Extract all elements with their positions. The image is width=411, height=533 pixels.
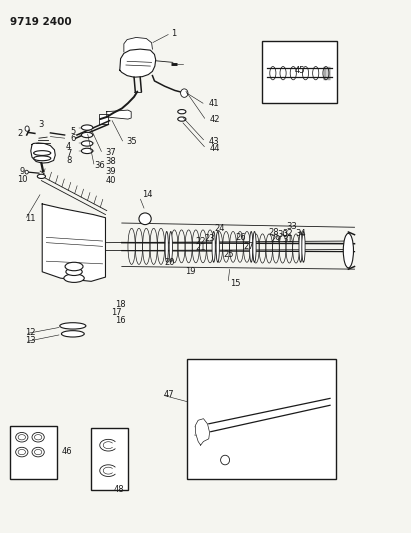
Ellipse shape	[249, 231, 253, 262]
Text: 40: 40	[106, 175, 116, 184]
Polygon shape	[107, 110, 131, 119]
Text: 31: 31	[282, 236, 293, 245]
Text: 30: 30	[277, 230, 288, 239]
Text: 44: 44	[210, 144, 220, 154]
Text: 11: 11	[25, 214, 36, 223]
Ellipse shape	[61, 330, 84, 337]
Polygon shape	[120, 49, 156, 77]
Ellipse shape	[253, 231, 256, 262]
Text: 6: 6	[71, 134, 76, 143]
Ellipse shape	[37, 174, 46, 179]
Text: 28: 28	[269, 228, 279, 237]
Text: 5: 5	[71, 127, 76, 136]
Polygon shape	[124, 37, 152, 52]
Text: 7: 7	[66, 149, 71, 158]
Polygon shape	[195, 419, 210, 445]
Text: 22: 22	[196, 237, 206, 246]
Text: 33: 33	[286, 222, 297, 231]
Ellipse shape	[299, 231, 302, 262]
Text: 20: 20	[165, 258, 175, 266]
Ellipse shape	[216, 231, 219, 262]
Text: 41: 41	[209, 99, 219, 108]
Text: 32: 32	[282, 229, 293, 238]
Text: 4: 4	[66, 142, 71, 151]
Ellipse shape	[178, 110, 186, 114]
Text: 14: 14	[142, 190, 153, 199]
Ellipse shape	[165, 231, 169, 262]
Text: 26: 26	[235, 233, 245, 242]
Ellipse shape	[25, 170, 28, 174]
Ellipse shape	[34, 151, 51, 156]
Ellipse shape	[81, 132, 93, 138]
Text: 21: 21	[196, 244, 206, 253]
Ellipse shape	[302, 231, 305, 262]
Ellipse shape	[60, 322, 86, 329]
Ellipse shape	[64, 274, 84, 282]
Text: 9719 2400: 9719 2400	[10, 17, 72, 27]
Ellipse shape	[66, 268, 82, 276]
Bar	[187, 359, 336, 479]
Text: 27: 27	[243, 242, 254, 251]
Text: 42: 42	[210, 115, 220, 124]
Ellipse shape	[212, 231, 215, 262]
Text: 1: 1	[171, 29, 176, 38]
Ellipse shape	[180, 89, 188, 98]
Ellipse shape	[178, 117, 186, 121]
Text: 24: 24	[215, 224, 225, 233]
Text: 12: 12	[25, 328, 36, 337]
Text: 43: 43	[209, 137, 219, 146]
Text: 38: 38	[106, 157, 116, 166]
Text: 37: 37	[106, 148, 116, 157]
Ellipse shape	[25, 126, 29, 131]
Text: 18: 18	[115, 300, 125, 309]
Text: 25: 25	[224, 251, 234, 260]
Ellipse shape	[139, 213, 151, 224]
Ellipse shape	[81, 148, 93, 154]
Text: 19: 19	[185, 268, 196, 276]
Text: 34: 34	[296, 229, 306, 238]
Text: 8: 8	[66, 156, 71, 165]
Text: 35: 35	[126, 138, 136, 147]
Text: 17: 17	[111, 308, 121, 317]
Text: 2: 2	[18, 130, 23, 139]
Text: 9: 9	[20, 166, 25, 175]
Text: 39: 39	[106, 166, 116, 175]
Text: 16: 16	[115, 316, 125, 325]
Text: 15: 15	[230, 279, 240, 288]
Text: 47: 47	[164, 390, 175, 399]
Ellipse shape	[221, 455, 230, 465]
Bar	[91, 427, 128, 490]
Ellipse shape	[34, 156, 51, 161]
Polygon shape	[42, 204, 106, 281]
Text: 48: 48	[114, 484, 124, 494]
Text: 29: 29	[271, 236, 281, 245]
Bar	[10, 425, 57, 479]
Bar	[262, 41, 337, 103]
Ellipse shape	[343, 233, 353, 268]
Text: 3: 3	[38, 120, 44, 129]
Ellipse shape	[81, 141, 93, 146]
Text: 23: 23	[205, 235, 215, 244]
Text: 13: 13	[25, 336, 36, 345]
Text: 45: 45	[295, 66, 305, 75]
Text: 36: 36	[95, 161, 105, 170]
Text: 46: 46	[62, 447, 72, 456]
Text: 10: 10	[17, 174, 28, 183]
Polygon shape	[31, 143, 55, 163]
Ellipse shape	[169, 231, 173, 262]
Ellipse shape	[65, 262, 83, 271]
Ellipse shape	[81, 125, 93, 130]
